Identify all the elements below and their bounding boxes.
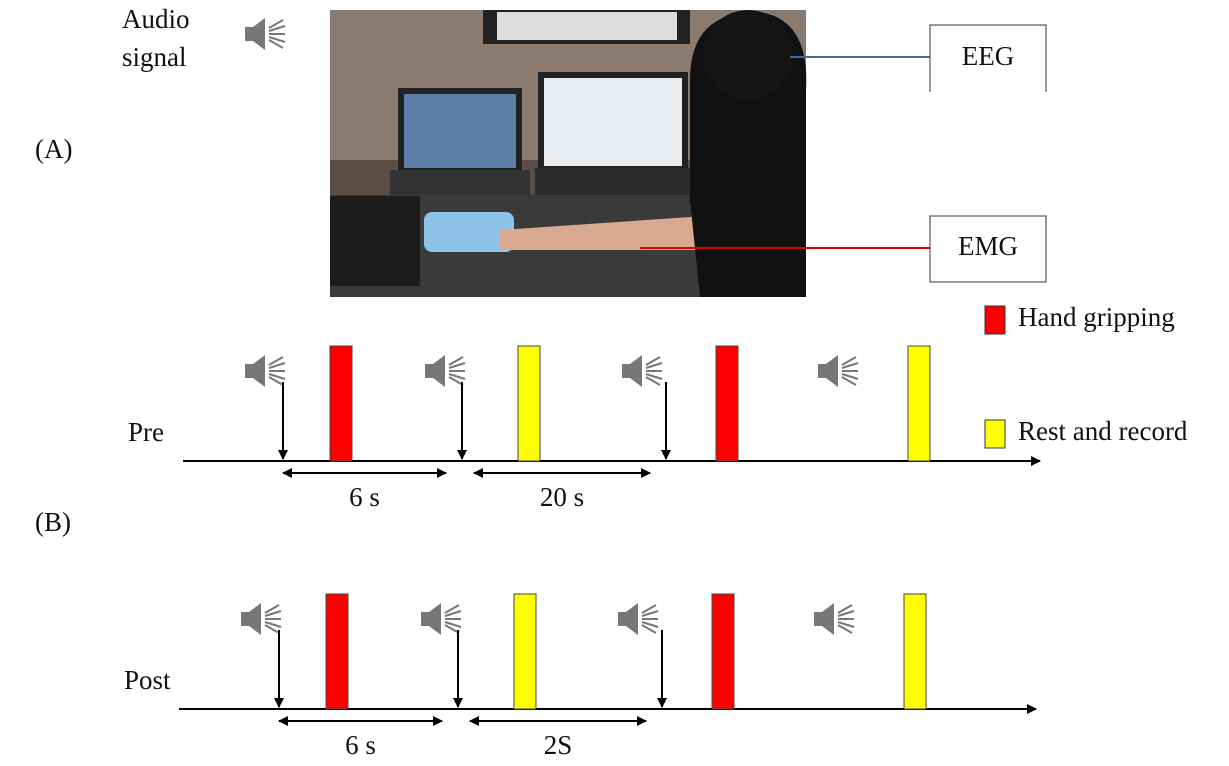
event-bar	[326, 594, 348, 709]
speaker-cone	[822, 603, 834, 635]
speaker-cone	[249, 603, 261, 635]
legend-label: Hand gripping	[1018, 302, 1175, 332]
event-bar	[514, 594, 536, 709]
speaker-icon	[622, 355, 662, 387]
speaker-icon	[245, 355, 285, 387]
event-bar	[330, 346, 352, 461]
event-bar	[904, 594, 926, 709]
emg-label: EMG	[958, 231, 1018, 261]
speaker-body	[425, 364, 433, 378]
interval-label: 2S	[544, 730, 573, 760]
speaker-icon	[425, 355, 465, 387]
speaker-body	[814, 612, 822, 626]
speaker-body	[622, 364, 630, 378]
figure: EEG EMG (A) (B) Audio signal Hand grippi…	[0, 0, 1229, 761]
legend-label: Rest and record	[1018, 416, 1188, 446]
speaker-cone	[630, 355, 642, 387]
speaker-cone	[253, 355, 265, 387]
eeg-label: EEG	[962, 41, 1014, 71]
interval-label: 20 s	[540, 482, 584, 512]
panel-label: (A)	[35, 134, 72, 164]
legend-swatch	[985, 420, 1005, 448]
speaker-body	[245, 364, 253, 378]
timeline-label: Post	[124, 665, 171, 695]
speaker-icon	[814, 603, 854, 635]
speaker-cone	[433, 355, 445, 387]
event-bar	[908, 346, 930, 461]
legend-swatch	[985, 306, 1005, 334]
event-bar	[518, 346, 540, 461]
speaker-icon	[245, 18, 285, 50]
event-bar	[716, 346, 738, 461]
interval-label: 6 s	[349, 482, 380, 512]
speaker-cone	[253, 18, 265, 50]
audio-label: Audio	[122, 4, 190, 34]
speaker-cone	[826, 355, 838, 387]
audio-label: signal	[122, 42, 187, 72]
speaker-body	[421, 612, 429, 626]
interval-label: 6 s	[345, 730, 376, 760]
speaker-icon	[421, 603, 461, 635]
speaker-cone	[626, 603, 638, 635]
speaker-icon	[818, 355, 858, 387]
speaker-body	[245, 27, 253, 41]
speaker-icon	[241, 603, 281, 635]
speaker-icon	[618, 603, 658, 635]
speaker-cone	[429, 603, 441, 635]
timeline-label: Pre	[128, 417, 164, 447]
event-bar	[712, 594, 734, 709]
speaker-body	[618, 612, 626, 626]
speaker-body	[818, 364, 826, 378]
photo	[330, 10, 806, 297]
panel-label: (B)	[35, 507, 71, 537]
speaker-body	[241, 612, 249, 626]
